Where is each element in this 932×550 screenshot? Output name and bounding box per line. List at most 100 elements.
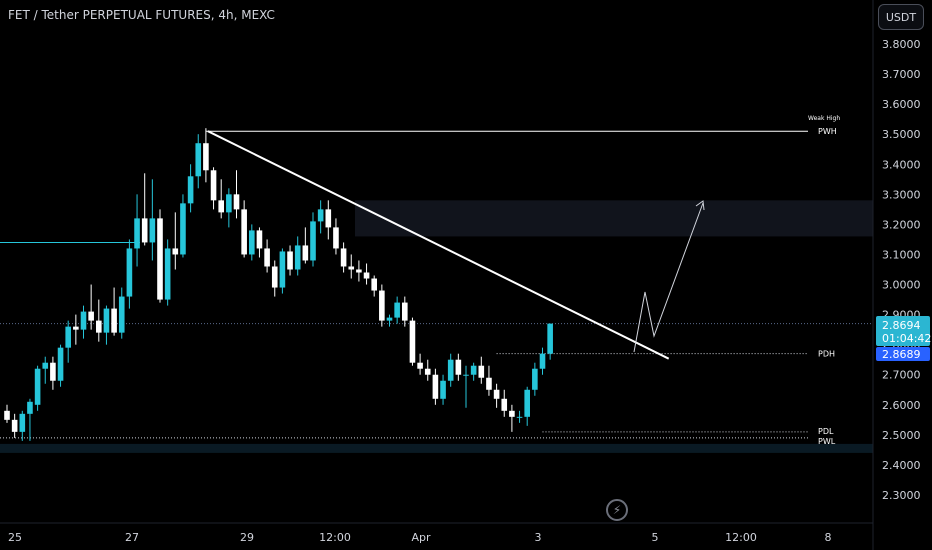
candle-body [34, 368, 41, 405]
candle-body [463, 374, 469, 376]
candle-body [532, 368, 538, 390]
time-tick: 12:00 [725, 531, 757, 544]
price-tick: 3.8000 [882, 38, 921, 51]
zone-0 [355, 200, 873, 237]
candle-body [57, 347, 64, 381]
price-tick: 2.6000 [882, 399, 921, 412]
candle-body [287, 251, 293, 270]
candle-body [356, 269, 362, 273]
candle-body [424, 368, 431, 375]
candle-body [394, 302, 400, 318]
time-tick: 25 [8, 531, 22, 544]
lightning-icon[interactable]: ⚡ [606, 499, 628, 521]
trend-line [207, 130, 670, 360]
candle-body [402, 302, 408, 321]
candle-body [203, 143, 209, 171]
price-tick: 3.0000 [882, 279, 921, 292]
candle-body [126, 248, 133, 297]
candle-body [210, 170, 217, 201]
zone-1 [0, 443, 873, 453]
candle-body [118, 296, 125, 333]
line-price-value: 2.8689 [882, 348, 921, 361]
candles-layer [4, 128, 553, 441]
price-tick: 3.1000 [882, 248, 921, 261]
candle-body [226, 194, 232, 213]
time-tick: 29 [240, 531, 254, 544]
candle-body [340, 248, 347, 267]
candle-body [302, 245, 309, 261]
candle-body [486, 377, 492, 390]
candle-body [96, 320, 102, 333]
price-tick: 3.6000 [882, 98, 921, 111]
price-tick: 3.7000 [882, 68, 921, 81]
level-label-pdl: PDL [818, 427, 834, 436]
candle-body [141, 218, 148, 243]
candle-body [11, 419, 18, 432]
candle-body [440, 380, 446, 399]
candle-body [134, 218, 140, 249]
candle-body [19, 413, 26, 432]
candle-body [325, 209, 332, 228]
candle-body [187, 176, 194, 204]
candle-body [149, 218, 156, 243]
candle-body [264, 248, 270, 267]
candle-body [493, 389, 500, 399]
time-axis[interactable]: 25 27 29 12:00 Apr 3 5 12:00 8 [8, 531, 832, 544]
candle-body [249, 230, 255, 255]
candle-body [65, 326, 71, 348]
candle-body [157, 218, 163, 300]
price-tick: 3.3000 [882, 188, 921, 201]
candle-body [478, 365, 485, 378]
price-tick: 2.3000 [882, 489, 921, 502]
candle-body [180, 203, 186, 255]
candle-body [348, 266, 355, 270]
candle-body [524, 389, 530, 417]
candle-body [27, 401, 33, 414]
time-tick: 27 [125, 531, 139, 544]
level-label-pwh: PWH [818, 127, 837, 136]
candle-body [241, 209, 247, 255]
candle-body [447, 359, 454, 381]
candle-body [417, 362, 423, 369]
candle-body [4, 410, 10, 420]
time-tick: 5 [652, 531, 659, 544]
candle-body [371, 278, 377, 291]
candle-body [103, 308, 110, 333]
time-tick: 3 [535, 531, 542, 544]
price-tick: 3.5000 [882, 128, 921, 141]
candle-body [218, 200, 224, 213]
drawings-layer [207, 130, 705, 360]
candle-body [111, 308, 117, 333]
candle-body [195, 143, 202, 177]
candle-body [409, 320, 416, 363]
candle-body [233, 194, 240, 210]
countdown-value: 01:04:42 [882, 332, 931, 345]
candle-body [547, 323, 553, 354]
candle-body [256, 230, 263, 249]
candle-body [363, 272, 370, 279]
projection-arrowhead [695, 200, 705, 211]
candle-body [317, 209, 324, 222]
candle-body [172, 248, 179, 255]
price-tick: 3.4000 [882, 158, 921, 171]
currency-button[interactable]: USDT [878, 4, 924, 30]
price-tick: 2.4000 [882, 459, 921, 472]
price-tick: 3.2000 [882, 218, 921, 231]
candle-body [80, 311, 87, 330]
zones-layer [0, 200, 873, 453]
candle-body [294, 245, 301, 270]
level-label-pwl: PWL [818, 437, 836, 446]
level-label-pdh: PDH [818, 350, 835, 359]
candle-body [539, 353, 546, 369]
candle-body [379, 290, 385, 321]
price-tick: 2.5000 [882, 429, 921, 442]
projection-path [633, 202, 704, 353]
candle-body [73, 326, 79, 330]
candle-body [271, 266, 278, 288]
time-tick: 12:00 [319, 531, 351, 544]
price-axis[interactable]: 3.8000 3.7000 3.6000 3.5000 3.4000 3.3000 3.20… [882, 38, 921, 502]
candle-body [88, 311, 94, 321]
candle-body [50, 362, 56, 381]
